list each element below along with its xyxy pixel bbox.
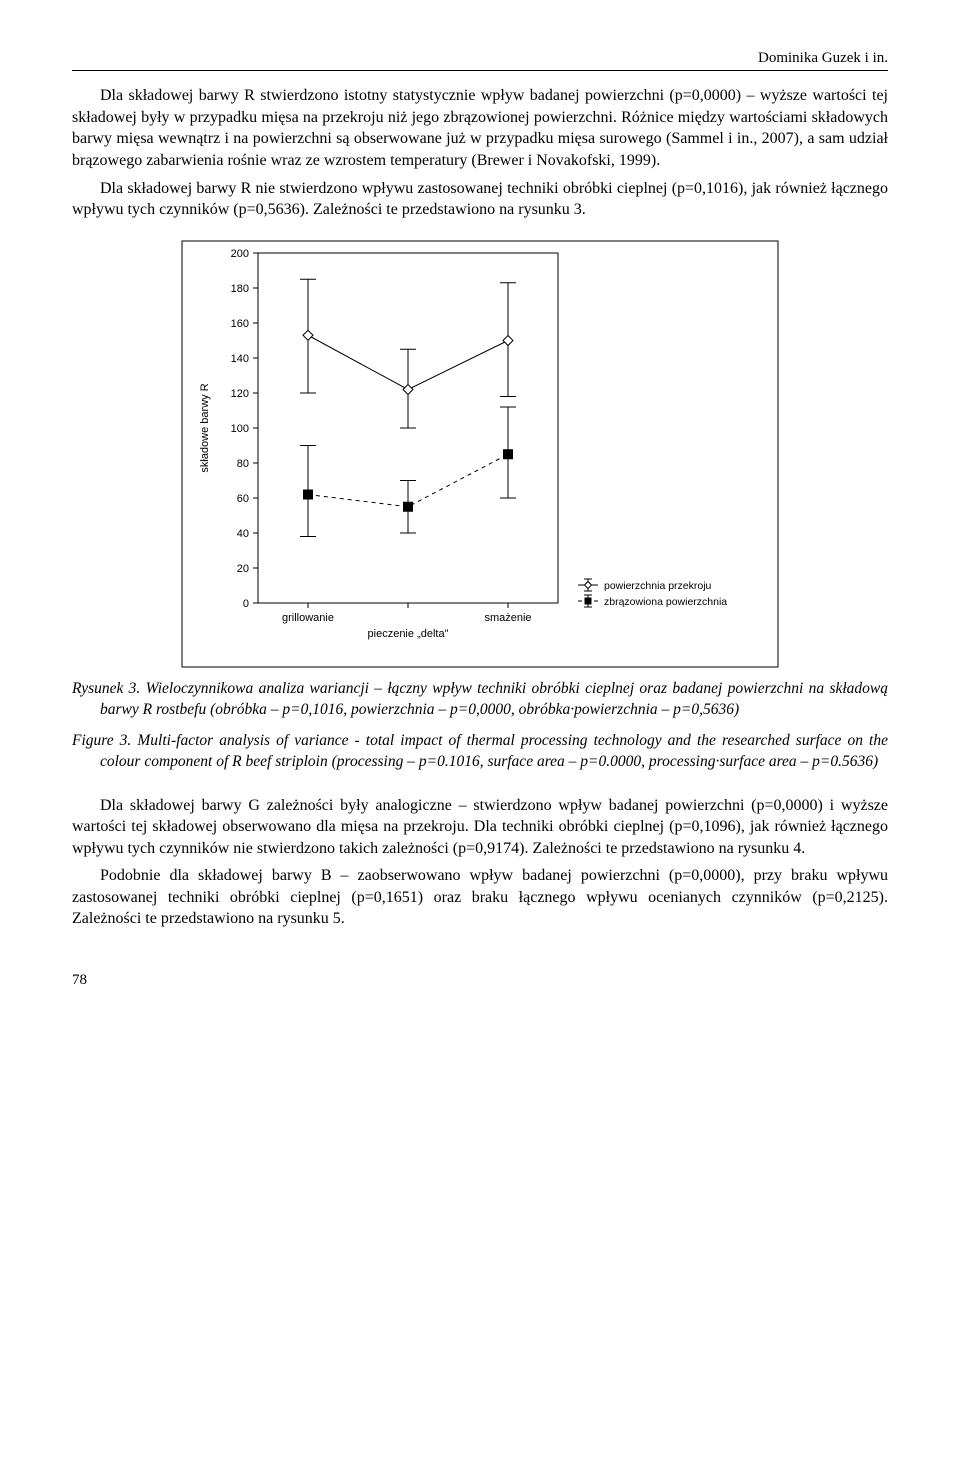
caption-en-text: Multi-factor analysis of variance - tota… [100, 732, 888, 770]
svg-text:20: 20 [237, 563, 249, 575]
svg-text:100: 100 [231, 423, 249, 435]
paragraph-4: Podobnie dla składowej barwy B – zaobser… [72, 865, 888, 930]
caption-pl-text: Wieloczynnikowa analiza wariancji – łącz… [100, 680, 888, 718]
caption-en-label: Figure 3. [72, 732, 131, 749]
caption-en: Figure 3. Multi-factor analysis of varia… [72, 731, 888, 773]
svg-text:pieczenie „delta": pieczenie „delta" [368, 628, 449, 640]
svg-text:składowe barwy R: składowe barwy R [199, 383, 211, 472]
svg-text:40: 40 [237, 528, 249, 540]
figure-3-chart: 0 20 40 60 80 100 120 140 160 180 200 składowe barw… [72, 239, 888, 669]
caption-pl: Rysunek 3. Wieloczynnikowa analiza waria… [72, 679, 888, 721]
svg-text:120: 120 [231, 388, 249, 400]
svg-text:140: 140 [231, 353, 249, 365]
svg-text:180: 180 [231, 283, 249, 295]
paragraph-3: Dla składowej barwy G zależności były an… [72, 795, 888, 860]
svg-text:grillowanie: grillowanie [282, 612, 334, 624]
svg-text:zbrązowiona powierzchnia: zbrązowiona powierzchnia [604, 596, 727, 608]
svg-text:powierzchnia przekroju: powierzchnia przekroju [604, 580, 712, 592]
chart-svg: 0 20 40 60 80 100 120 140 160 180 200 składowe barw… [180, 239, 780, 669]
page-number: 78 [72, 970, 888, 990]
paragraph-1: Dla składowej barwy R stwierdzono istotn… [72, 85, 888, 171]
caption-pl-label: Rysunek 3. [72, 680, 140, 697]
svg-text:160: 160 [231, 318, 249, 330]
svg-text:60: 60 [237, 493, 249, 505]
svg-text:0: 0 [243, 598, 249, 610]
paragraph-2: Dla składowej barwy R nie stwierdzono wp… [72, 178, 888, 221]
svg-text:smażenie: smażenie [484, 612, 531, 624]
svg-text:80: 80 [237, 458, 249, 470]
svg-text:200: 200 [231, 248, 249, 260]
author-header: Dominika Guzek i in. [72, 48, 888, 71]
